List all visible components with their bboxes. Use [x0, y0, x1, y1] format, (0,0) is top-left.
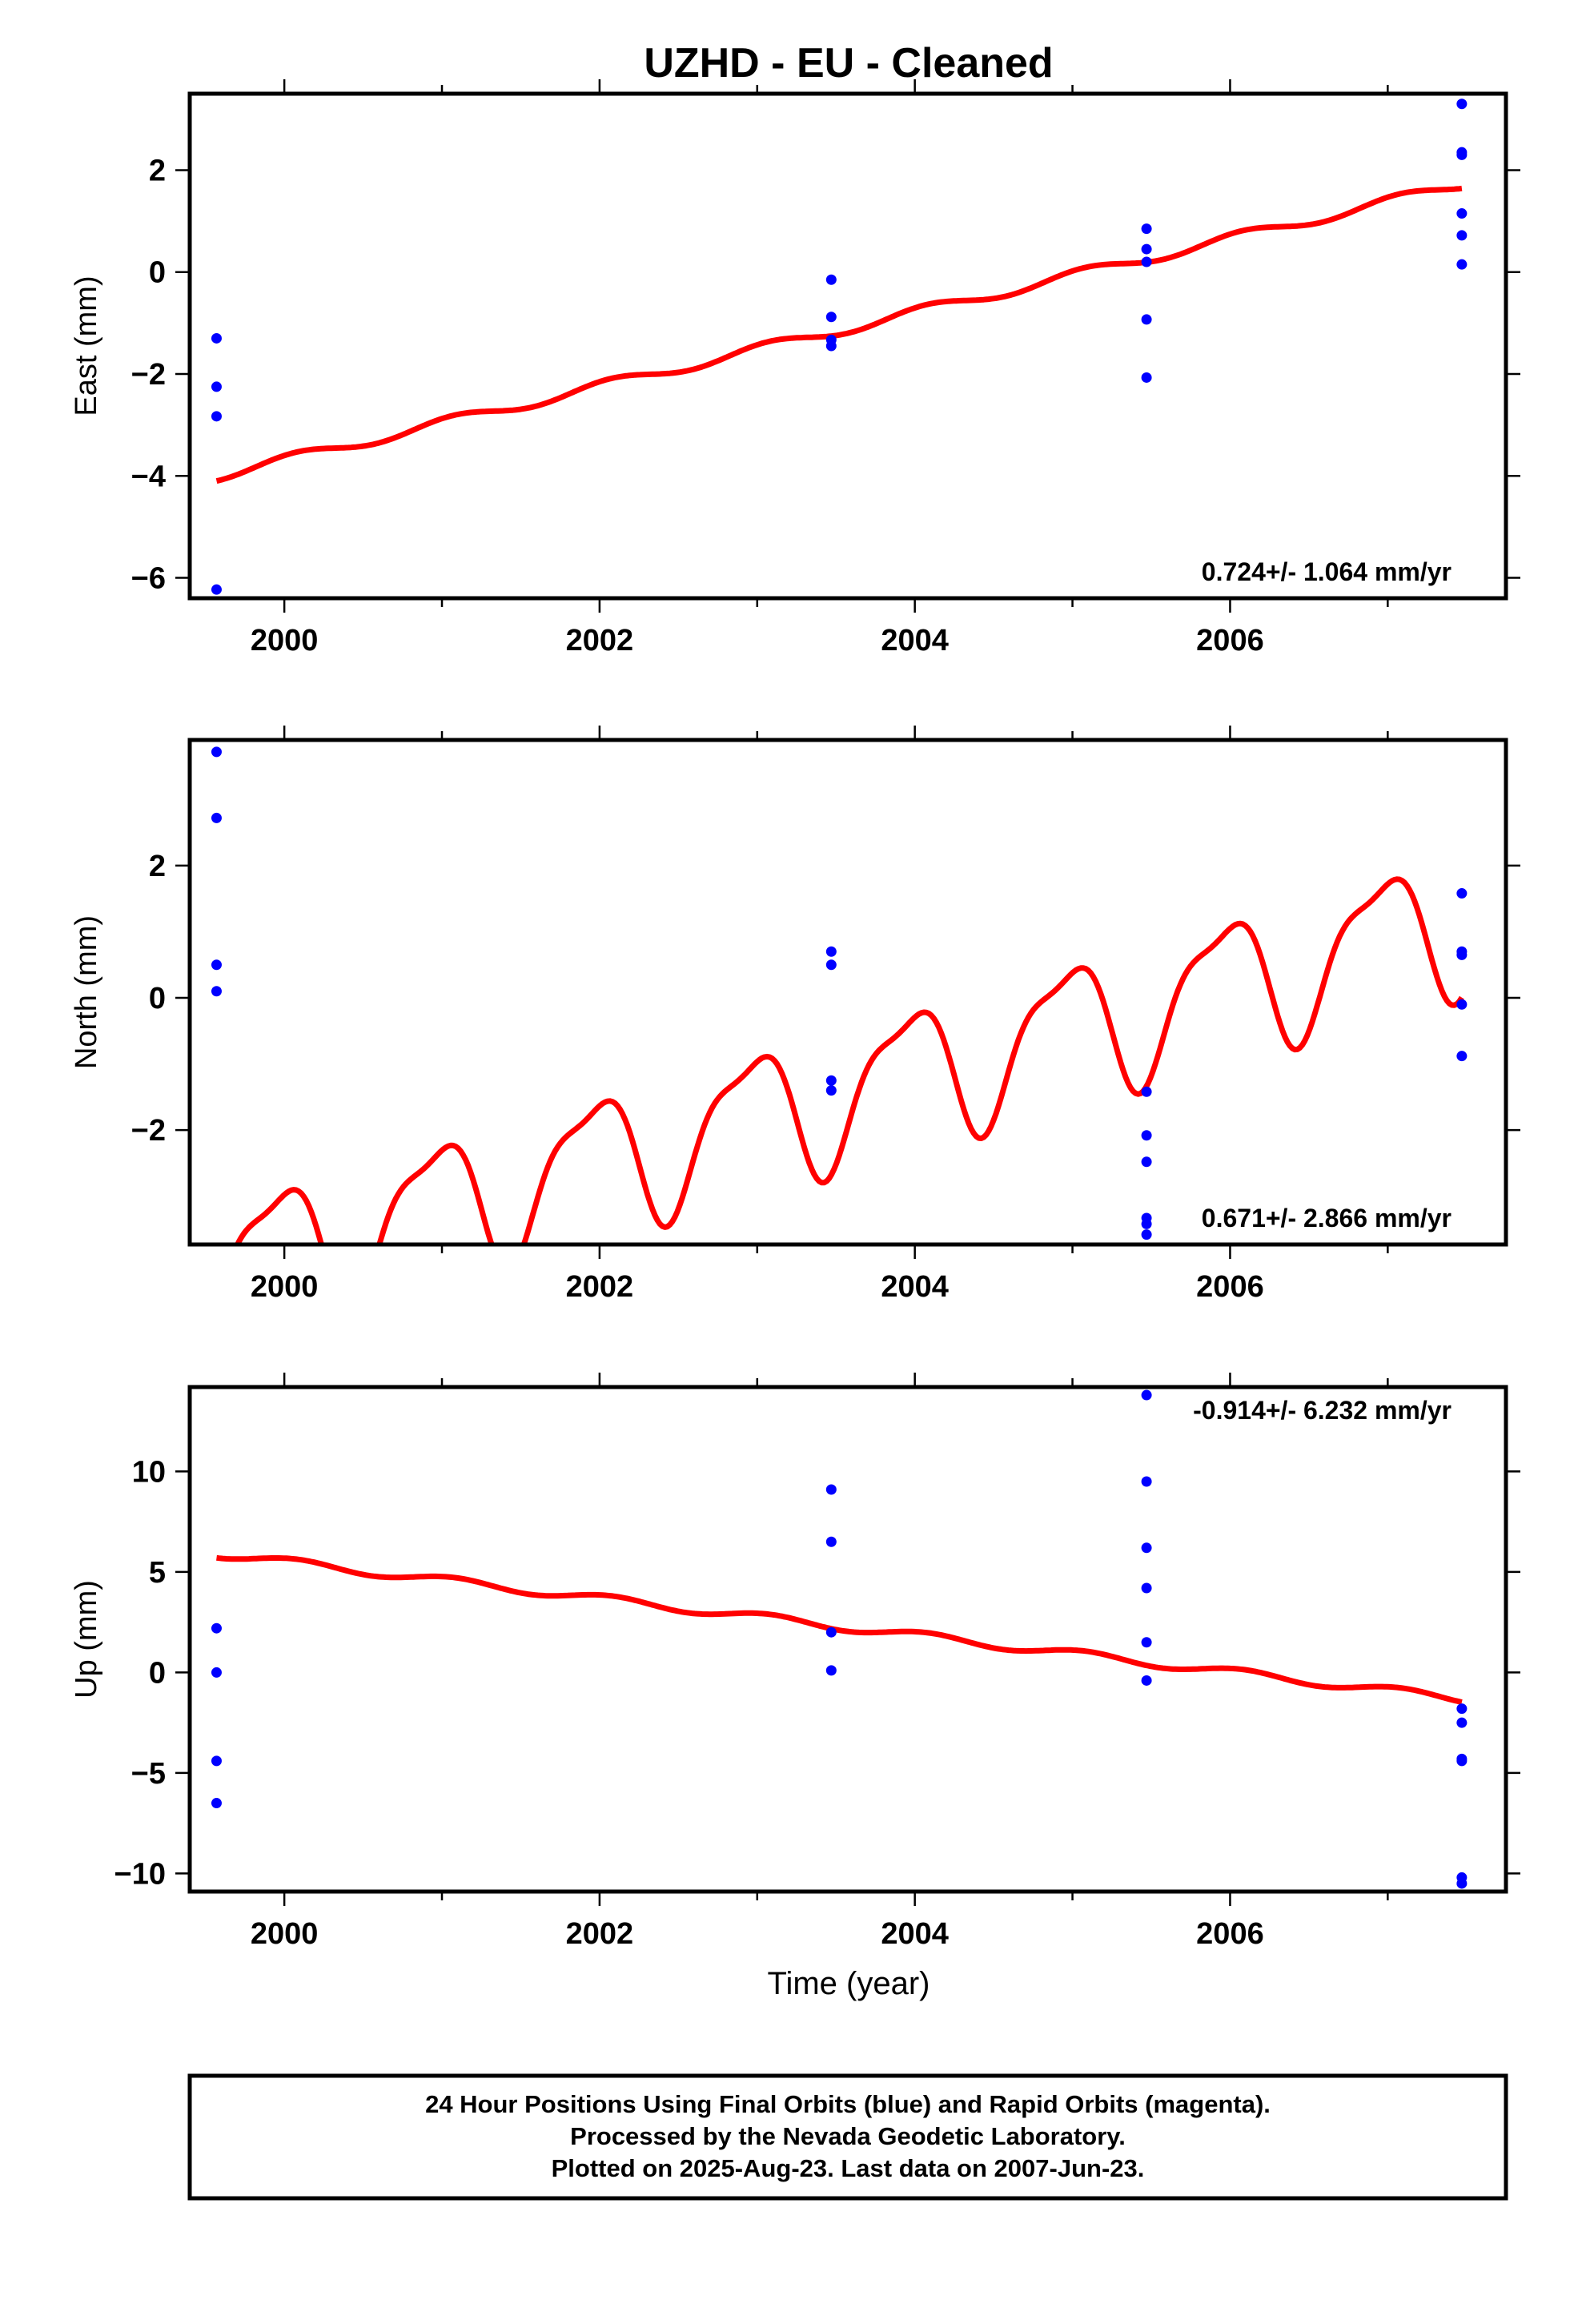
east-ytick-label: −6: [131, 562, 166, 596]
east-data-point: [825, 312, 837, 323]
north-data-point: [1141, 1229, 1152, 1240]
north-ytick-label: −2: [131, 1114, 166, 1148]
east-data-point: [1456, 149, 1468, 160]
east-data-point: [211, 411, 222, 422]
up-ytick-label: 5: [149, 1556, 166, 1590]
east-panel: 2000 2002 2004 2006 −6 −4 −2 0 2 East (mm) 0.724+/…: [70, 79, 1520, 657]
east-data-point: [1456, 230, 1468, 241]
east-ytick-label: −2: [131, 358, 166, 392]
north-xtick-label: 2006: [1196, 1270, 1264, 1304]
north-data-point: [1141, 1156, 1152, 1168]
up-data-point: [1141, 1637, 1152, 1648]
up-ytick-label: −10: [114, 1857, 166, 1891]
up-data-point: [1141, 1389, 1152, 1401]
north-plot-frame: [187, 738, 1508, 1247]
east-data-point: [1141, 243, 1152, 255]
figure-title: UZHD - EU - Cleaned: [644, 40, 1053, 86]
up-rate-label: -0.914+/- 6.232 mm/yr: [1193, 1396, 1452, 1425]
east-ytick-label: −4: [131, 460, 166, 493]
east-xtick-label: 2002: [566, 624, 634, 657]
east-xtick-label: 2004: [881, 624, 949, 657]
up-ytick-label: 0: [149, 1656, 166, 1690]
north-xtick-label: 2000: [251, 1270, 319, 1304]
footer-line-2: Processed by the Nevada Geodetic Laborat…: [570, 2122, 1126, 2150]
east-data-point: [1456, 99, 1468, 110]
east-data-point: [825, 340, 837, 352]
up-data-point: [1141, 1542, 1152, 1554]
x-axis-label: Time (year): [768, 1966, 930, 2001]
up-plot-frame: [187, 1385, 1508, 1894]
east-xtick-label: 2006: [1196, 624, 1264, 657]
north-data-point: [1456, 949, 1468, 960]
east-data-point: [1456, 259, 1468, 270]
up-data-point: [1141, 1476, 1152, 1487]
up-y-axis-label: Up (mm): [70, 1580, 103, 1699]
up-xtick-label: 2000: [251, 1917, 319, 1951]
up-data-point: [825, 1665, 837, 1676]
east-data-point: [825, 274, 837, 285]
north-rate-label: 0.671+/- 2.866 mm/yr: [1202, 1204, 1452, 1232]
east-data-point: [1141, 256, 1152, 267]
up-data-point: [1141, 1582, 1152, 1594]
footer-line-3: Plotted on 2025-Aug-23. Last data on 200…: [552, 2154, 1145, 2182]
up-data-point: [1456, 1703, 1468, 1715]
north-y-axis-label: North (mm): [70, 915, 103, 1069]
east-xtick-label: 2000: [251, 624, 319, 657]
east-data-point: [1456, 208, 1468, 219]
east-model-curve: [215, 185, 1463, 485]
up-data-point: [1141, 1675, 1152, 1686]
up-data-point: [1456, 1755, 1468, 1767]
east-data-point: [1141, 223, 1152, 235]
north-data-point: [211, 986, 222, 997]
east-ytick-label: 0: [149, 256, 166, 290]
east-data-point: [211, 381, 222, 392]
east-data-point: [1141, 372, 1152, 383]
up-ytick-label: 10: [132, 1455, 166, 1489]
up-data-point: [211, 1622, 222, 1634]
up-data-point: [1456, 1878, 1468, 1889]
north-data-point: [1141, 1086, 1152, 1097]
up-xtick-label: 2006: [1196, 1917, 1264, 1951]
up-xtick-label: 2004: [881, 1917, 949, 1951]
north-data-point: [1141, 1130, 1152, 1141]
footer-box: 24 Hour Positions Using Final Orbits (bl…: [187, 2073, 1508, 2201]
east-data-point: [211, 584, 222, 595]
north-data-point: [825, 946, 837, 957]
north-data-point: [211, 746, 222, 758]
footer-line-1: 24 Hour Positions Using Final Orbits (bl…: [425, 2090, 1271, 2118]
north-data-point: [825, 1085, 837, 1096]
north-panel: 2000 2002 2004 2006 −2 0 2 North (mm) 0.671+/- 2…: [70, 726, 1520, 1304]
east-plot-frame: [187, 91, 1508, 601]
up-model-curve: [216, 1554, 1463, 1705]
up-data-point: [211, 1798, 222, 1809]
east-data-point: [211, 332, 222, 344]
north-data-point: [1456, 1051, 1468, 1062]
north-data-point: [211, 959, 222, 971]
up-ytick-label: −5: [131, 1757, 166, 1791]
north-xtick-label: 2002: [566, 1270, 634, 1304]
up-data-point: [1456, 1717, 1468, 1728]
up-panel: 2000 2002 2004 2006 −10 −5 0 5 10 Up (mm) -0.914+/…: [70, 1373, 1520, 1951]
north-data-point: [1456, 999, 1468, 1010]
east-data-point: [1141, 314, 1152, 325]
north-xtick-label: 2004: [881, 1270, 949, 1304]
north-model-curve: [234, 876, 1464, 1244]
up-data-point: [211, 1667, 222, 1678]
up-data-point: [211, 1755, 222, 1767]
north-ytick-label: 2: [149, 850, 166, 883]
up-data-point: [825, 1626, 837, 1638]
east-ytick-label: 2: [149, 154, 166, 187]
up-xtick-label: 2002: [566, 1917, 634, 1951]
north-data-point: [825, 959, 837, 971]
up-data-point: [825, 1536, 837, 1547]
north-data-point: [825, 1075, 837, 1086]
east-y-axis-label: East (mm): [70, 275, 103, 416]
north-ytick-label: 0: [149, 982, 166, 1015]
north-data-point: [211, 812, 222, 823]
north-data-point: [1456, 888, 1468, 899]
east-rate-label: 0.724+/- 1.064 mm/yr: [1202, 557, 1452, 586]
north-data-point: [1141, 1218, 1152, 1229]
up-data-point: [825, 1484, 837, 1495]
